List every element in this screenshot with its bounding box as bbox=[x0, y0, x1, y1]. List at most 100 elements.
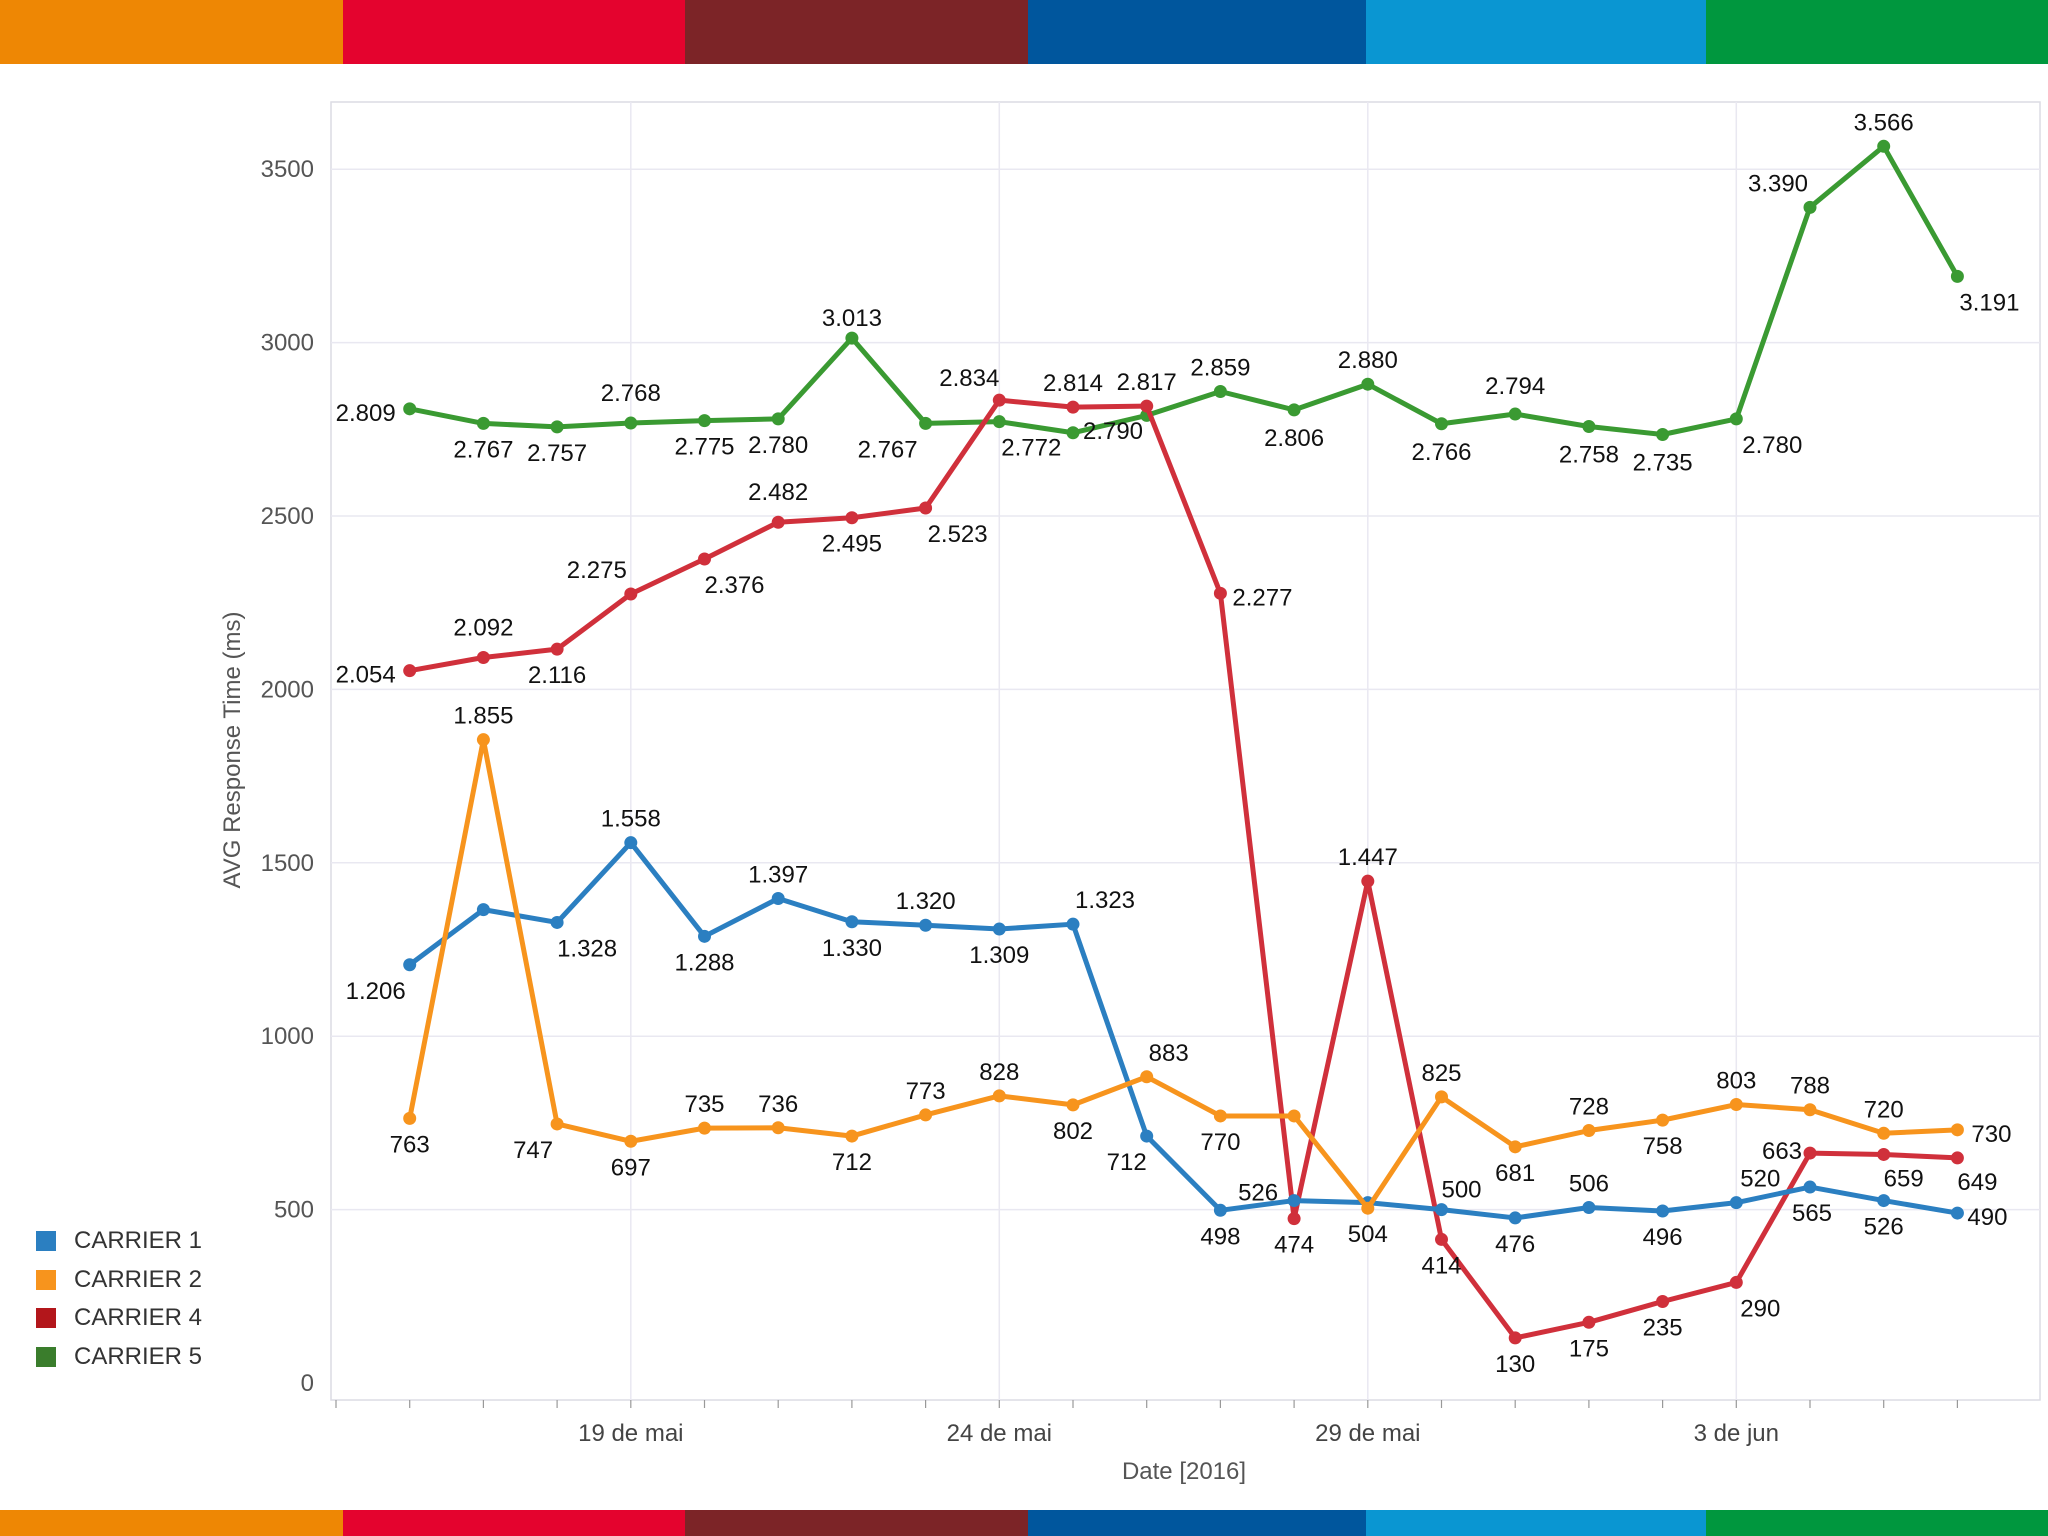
data-point bbox=[1435, 1232, 1448, 1246]
y-axis-title: AVG Response Time (ms) bbox=[219, 612, 246, 889]
y-tick-label: 2500 bbox=[261, 503, 314, 530]
data-label: 2.767 bbox=[858, 436, 918, 463]
legend-label: CARRIER 5 bbox=[74, 1342, 203, 1370]
data-point bbox=[1877, 1194, 1891, 1208]
legend-swatch bbox=[36, 1269, 56, 1290]
data-label: 3.013 bbox=[822, 305, 882, 332]
data-point bbox=[1877, 1126, 1891, 1140]
x-tick-label: 24 de mai bbox=[947, 1420, 1052, 1447]
data-point bbox=[771, 412, 785, 426]
y-tick-label: 0 bbox=[301, 1370, 314, 1397]
data-label: 2.790 bbox=[1083, 418, 1143, 445]
data-label: 712 bbox=[1107, 1149, 1147, 1176]
data-point bbox=[403, 402, 417, 416]
stripe-blue bbox=[1028, 0, 1366, 64]
legend-item-carrier-1[interactable]: CARRIER 1 bbox=[36, 1222, 202, 1261]
y-tick-label: 1500 bbox=[261, 850, 314, 877]
data-label: 1.206 bbox=[346, 978, 406, 1005]
data-label: 500 bbox=[1441, 1177, 1481, 1204]
data-label: 1.447 bbox=[1338, 844, 1398, 871]
data-point bbox=[992, 922, 1006, 936]
data-label: 803 bbox=[1716, 1068, 1756, 1095]
data-point bbox=[1435, 417, 1448, 431]
data-point bbox=[771, 515, 785, 529]
data-label: 2.817 bbox=[1117, 369, 1177, 396]
data-label: 498 bbox=[1200, 1223, 1240, 1250]
data-label: 496 bbox=[1643, 1224, 1683, 1251]
data-label: 663 bbox=[1762, 1138, 1802, 1165]
stripe-orange bbox=[0, 0, 343, 64]
legend-item-carrier-5[interactable]: CARRIER 5 bbox=[36, 1338, 202, 1377]
y-tick-label: 500 bbox=[274, 1197, 314, 1224]
data-point bbox=[476, 733, 490, 747]
data-point bbox=[698, 929, 711, 943]
data-point bbox=[1803, 200, 1817, 214]
data-point bbox=[1656, 1295, 1670, 1309]
data-point bbox=[1950, 269, 1964, 283]
data-label: 1.323 bbox=[1075, 887, 1135, 914]
data-point bbox=[1582, 1315, 1596, 1329]
data-point bbox=[624, 836, 638, 850]
data-point bbox=[1729, 412, 1743, 426]
data-label: 235 bbox=[1643, 1315, 1683, 1342]
legend-item-carrier-2[interactable]: CARRIER 2 bbox=[36, 1261, 202, 1300]
data-point bbox=[403, 958, 417, 972]
data-label: 2.482 bbox=[748, 479, 808, 506]
data-point bbox=[1287, 1109, 1301, 1123]
data-label: 2.277 bbox=[1232, 584, 1292, 611]
data-label: 506 bbox=[1569, 1171, 1609, 1198]
data-label: 2.772 bbox=[1001, 435, 1061, 462]
plot-area bbox=[330, 101, 2041, 1401]
data-point bbox=[1213, 1203, 1227, 1217]
data-point bbox=[1213, 1109, 1227, 1123]
legend-label: CARRIER 4 bbox=[74, 1304, 203, 1332]
data-label: 2.780 bbox=[1742, 432, 1802, 459]
data-label: 1.288 bbox=[674, 949, 734, 976]
data-label: 2.495 bbox=[822, 531, 882, 558]
data-point bbox=[1950, 1206, 1964, 1220]
data-label: 476 bbox=[1495, 1231, 1535, 1258]
data-label: 526 bbox=[1864, 1214, 1904, 1241]
data-label: 681 bbox=[1495, 1160, 1535, 1187]
legend-swatch bbox=[36, 1231, 56, 1252]
data-point bbox=[1729, 1098, 1743, 1112]
data-point bbox=[1877, 1147, 1891, 1161]
data-point bbox=[1066, 426, 1080, 440]
data-point bbox=[1213, 384, 1227, 398]
data-point bbox=[698, 414, 711, 428]
data-label: 526 bbox=[1238, 1180, 1278, 1207]
legend-item-carrier-4[interactable]: CARRIER 4 bbox=[36, 1299, 202, 1338]
data-label: 747 bbox=[513, 1137, 553, 1164]
data-point bbox=[1140, 1070, 1154, 1084]
y-tick-label: 2000 bbox=[261, 676, 314, 703]
data-point bbox=[845, 915, 859, 929]
data-point bbox=[1803, 1103, 1817, 1117]
data-label: 2.757 bbox=[527, 440, 587, 467]
data-point bbox=[1803, 1180, 1817, 1194]
data-point bbox=[476, 416, 490, 430]
x-tick-label: 29 de mai bbox=[1315, 1420, 1420, 1447]
data-label: 825 bbox=[1421, 1060, 1461, 1087]
data-label: 2.523 bbox=[928, 521, 988, 548]
data-point bbox=[1287, 1212, 1301, 1226]
data-point bbox=[1287, 1194, 1301, 1208]
data-point bbox=[550, 642, 564, 656]
data-label: 520 bbox=[1740, 1166, 1780, 1193]
data-point bbox=[624, 416, 638, 430]
data-label: 3.566 bbox=[1854, 109, 1914, 136]
data-label: 2.758 bbox=[1559, 442, 1619, 469]
data-label: 2.735 bbox=[1633, 450, 1693, 477]
data-point bbox=[1508, 407, 1522, 421]
data-label: 2.859 bbox=[1190, 354, 1250, 381]
data-label: 659 bbox=[1884, 1165, 1924, 1192]
data-label: 474 bbox=[1274, 1232, 1314, 1259]
data-label: 2.880 bbox=[1338, 347, 1398, 374]
data-point bbox=[992, 415, 1006, 429]
data-point bbox=[1066, 1098, 1080, 1112]
x-tick-label: 19 de mai bbox=[578, 1420, 683, 1447]
data-label: 828 bbox=[979, 1059, 1019, 1086]
data-label: 2.275 bbox=[567, 557, 627, 584]
data-point bbox=[624, 1134, 638, 1148]
data-label: 773 bbox=[906, 1078, 946, 1105]
data-label: 883 bbox=[1149, 1040, 1189, 1067]
